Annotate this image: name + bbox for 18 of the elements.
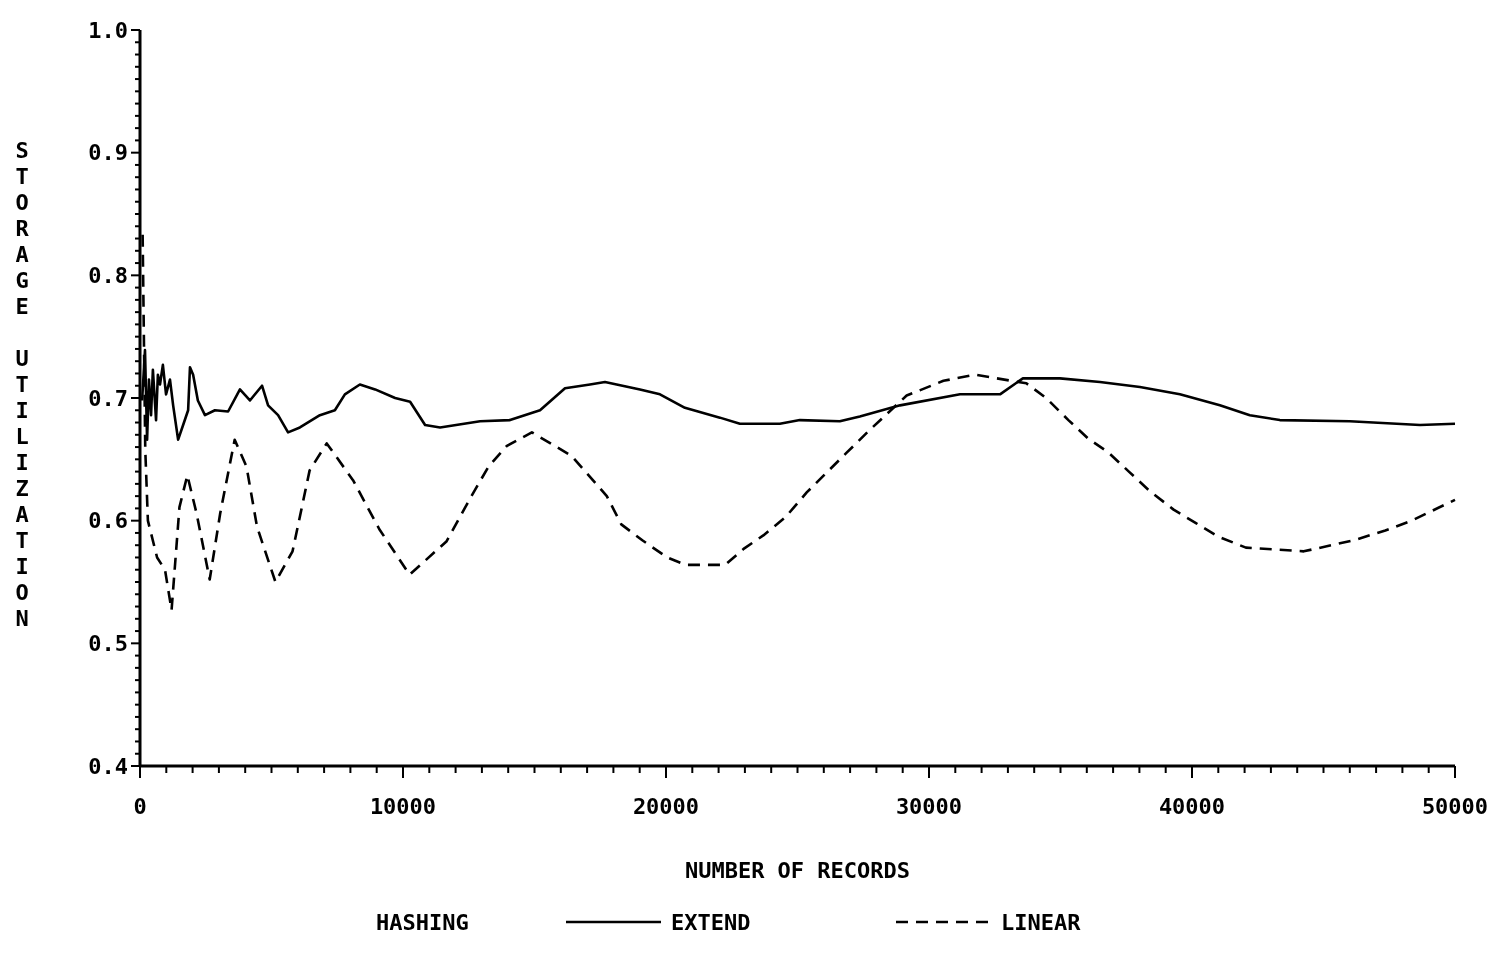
- legend-title: HASHING: [376, 910, 469, 935]
- x-tick-label: 0: [133, 794, 147, 819]
- x-axis-title: NUMBER OF RECORDS: [684, 858, 911, 883]
- y-tick-label: 0.4: [88, 753, 128, 779]
- x-tick-label: 20000: [632, 794, 700, 819]
- y-tick-label: 0.8: [88, 263, 128, 289]
- y-tick-label: 0.6: [88, 508, 128, 534]
- y-tick-label: 0.7: [88, 385, 128, 411]
- x-tick-label: 40000: [1158, 794, 1226, 819]
- text: STORAGE UTILIZATION: [15, 138, 29, 631]
- legend-label: LINEAR: [1001, 910, 1082, 935]
- x-tick-label: 10000: [369, 794, 437, 819]
- y-tick-label: 0.9: [88, 140, 128, 166]
- y-tick-label: 1.0: [88, 17, 128, 43]
- legend-label: EXTEND: [671, 910, 751, 935]
- x-tick-label: 30000: [895, 794, 963, 819]
- y-tick-label: 0.5: [88, 631, 128, 657]
- x-tick-label: 50000: [1421, 794, 1489, 819]
